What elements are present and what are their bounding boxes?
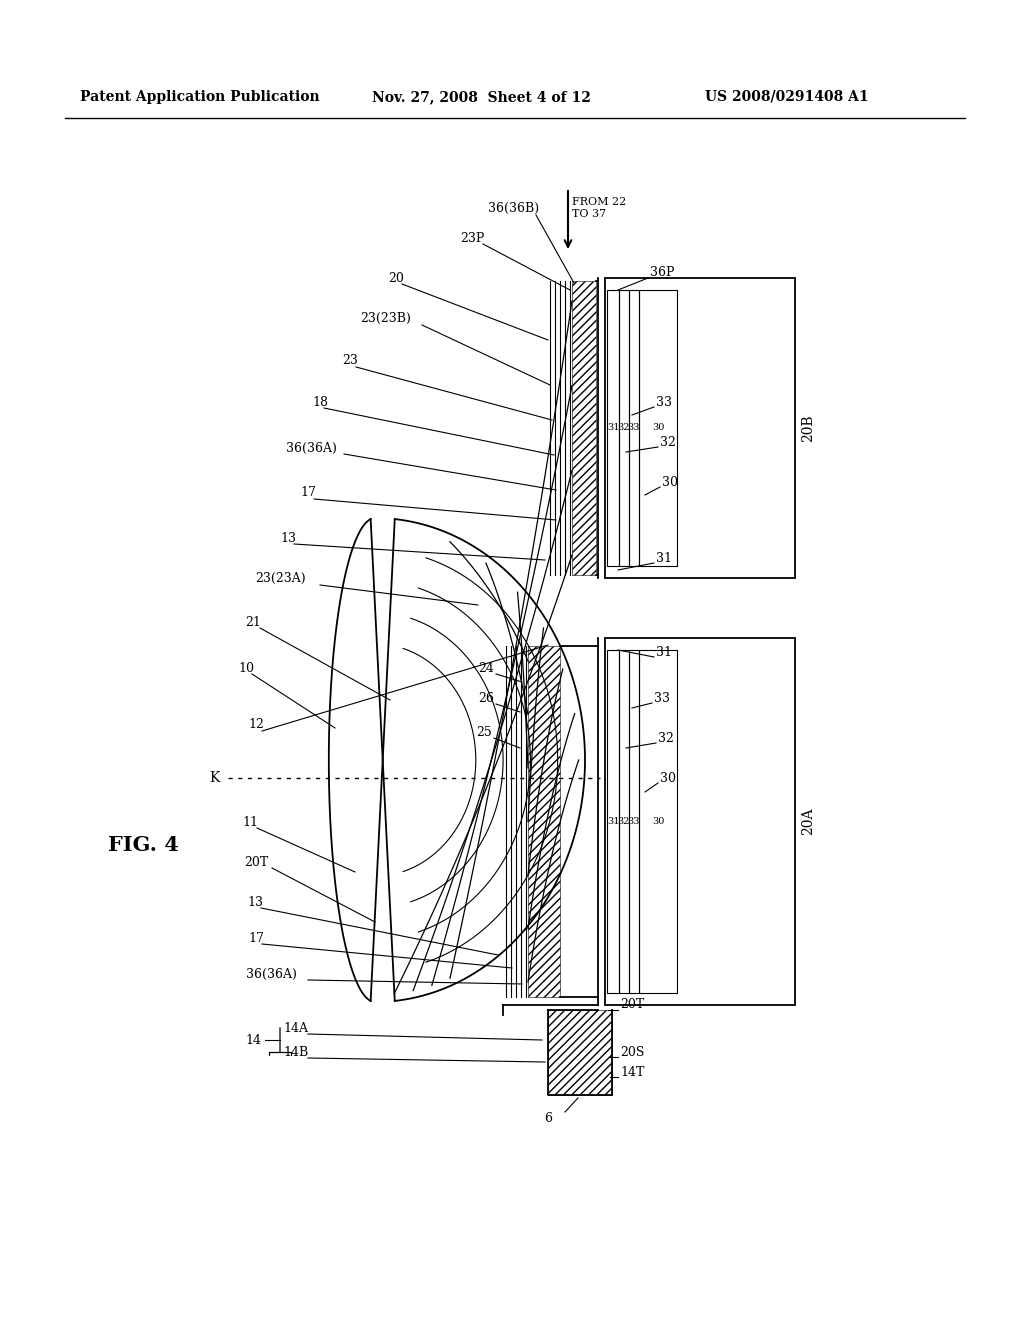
Text: 14: 14	[245, 1034, 261, 1047]
Text: 30: 30	[660, 771, 676, 784]
Text: FROM 22
TO 37: FROM 22 TO 37	[572, 197, 627, 219]
Text: 12: 12	[248, 718, 264, 731]
Bar	[607, 290, 618, 566]
Bar	[548, 1010, 612, 1096]
Text: 18: 18	[312, 396, 328, 408]
Text: 14T: 14T	[620, 1065, 644, 1078]
Text: 32: 32	[617, 424, 630, 433]
Text: 14A: 14A	[283, 1022, 308, 1035]
Bar	[605, 279, 795, 578]
Text: 24: 24	[478, 661, 494, 675]
Text: 20T: 20T	[620, 998, 644, 1011]
Text: 6: 6	[544, 1111, 552, 1125]
Text: 30: 30	[652, 817, 665, 826]
Bar	[618, 290, 629, 566]
Text: 25: 25	[476, 726, 492, 738]
Text: 14B: 14B	[283, 1045, 308, 1059]
Text: 31: 31	[607, 817, 620, 826]
Text: 30: 30	[662, 475, 678, 488]
Text: 33: 33	[654, 692, 670, 705]
Text: 23P: 23P	[460, 231, 484, 244]
Text: 33: 33	[628, 817, 640, 826]
Text: 33: 33	[656, 396, 672, 408]
Text: 26: 26	[478, 692, 494, 705]
Text: 31: 31	[656, 552, 672, 565]
Bar	[605, 638, 795, 1005]
Bar	[629, 290, 639, 566]
Text: 20B: 20B	[801, 414, 815, 442]
Text: 20: 20	[388, 272, 403, 285]
Text: 21: 21	[245, 615, 261, 628]
Text: 36(36B): 36(36B)	[488, 202, 539, 214]
Bar	[607, 649, 618, 993]
Bar	[629, 649, 639, 993]
Text: 31: 31	[656, 645, 672, 659]
Text: Nov. 27, 2008  Sheet 4 of 12: Nov. 27, 2008 Sheet 4 of 12	[372, 90, 591, 104]
Text: 20T: 20T	[244, 855, 268, 869]
Text: 23: 23	[342, 354, 357, 367]
Text: 32: 32	[660, 436, 676, 449]
Text: K: K	[210, 771, 220, 785]
Bar	[572, 281, 596, 576]
Text: 11: 11	[242, 816, 258, 829]
Text: 33: 33	[628, 424, 640, 433]
Text: 36(36A): 36(36A)	[246, 968, 297, 981]
Text: 23(23A): 23(23A)	[255, 572, 305, 585]
Text: 17: 17	[300, 487, 315, 499]
Text: 10: 10	[238, 661, 254, 675]
Text: 32: 32	[658, 731, 674, 744]
Text: 36P: 36P	[650, 265, 675, 279]
Text: 17: 17	[248, 932, 264, 945]
Bar	[528, 645, 560, 997]
Text: FIG. 4: FIG. 4	[108, 836, 179, 855]
Text: 32: 32	[617, 817, 630, 826]
Bar	[639, 290, 677, 566]
Text: 36(36A): 36(36A)	[286, 441, 337, 454]
Bar	[618, 649, 629, 993]
Text: 20S: 20S	[620, 1045, 644, 1059]
Text: Patent Application Publication: Patent Application Publication	[80, 90, 319, 104]
Text: 30: 30	[652, 424, 665, 433]
Text: 13: 13	[280, 532, 296, 544]
Text: 23(23B): 23(23B)	[360, 312, 411, 325]
Text: 20A: 20A	[801, 808, 815, 834]
Text: 13: 13	[247, 895, 263, 908]
Text: 31: 31	[607, 424, 620, 433]
Bar	[639, 649, 677, 993]
Text: US 2008/0291408 A1: US 2008/0291408 A1	[705, 90, 868, 104]
